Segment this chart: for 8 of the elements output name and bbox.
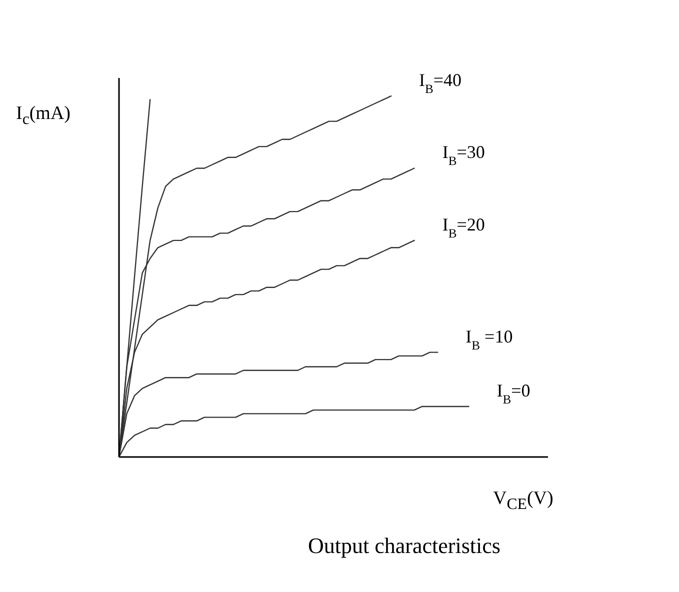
text: Output characteristics [308, 533, 500, 559]
y-axis-title: I$_{c}$(mA) [16, 103, 71, 129]
series-label: I$_{B}$=40 [419, 70, 462, 96]
x-axis-title: V$_{CE}$(V) [493, 488, 554, 514]
series-label: I$_{B}$=30 [442, 142, 485, 168]
series-label: I$_{B}$ =10 [466, 326, 513, 352]
series-label: I$_{B}$=20 [442, 214, 485, 240]
series-label: I$_{B}$=0 [496, 380, 530, 406]
